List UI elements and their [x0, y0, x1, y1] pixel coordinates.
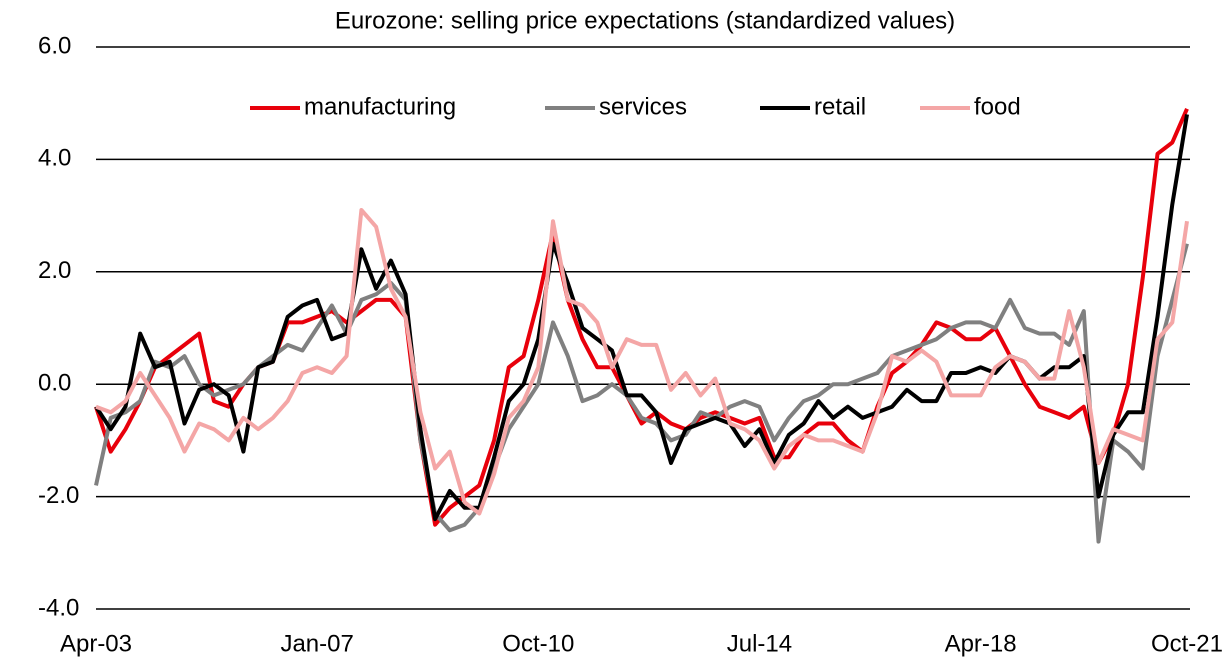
line-series — [94, 108, 1189, 527]
x-tick-label: Jan-07 — [280, 630, 353, 657]
y-tick-label: 6.0 — [38, 32, 71, 59]
y-tick-label: 4.0 — [38, 145, 71, 172]
x-tick-label: Oct-10 — [502, 630, 574, 657]
x-tick-label: Oct-21 — [1151, 630, 1223, 657]
legend-label: services — [599, 93, 687, 120]
legend-label: retail — [814, 93, 866, 120]
x-tick-label: Apr-18 — [945, 630, 1017, 657]
legend-label: food — [974, 93, 1021, 120]
line-series — [95, 208, 1189, 516]
y-tick-label: -4.0 — [38, 594, 79, 621]
chart-title: Eurozone: selling price expectations (st… — [335, 7, 955, 34]
x-tick-label: Apr-03 — [60, 630, 132, 657]
x-tick-label: Jul-14 — [727, 630, 792, 657]
y-tick-label: 0.0 — [38, 370, 71, 397]
y-tick-label: 2.0 — [38, 257, 71, 284]
y-tick-label: -2.0 — [38, 482, 79, 509]
line-series — [94, 114, 1189, 522]
legend-label: manufacturing — [304, 93, 456, 120]
